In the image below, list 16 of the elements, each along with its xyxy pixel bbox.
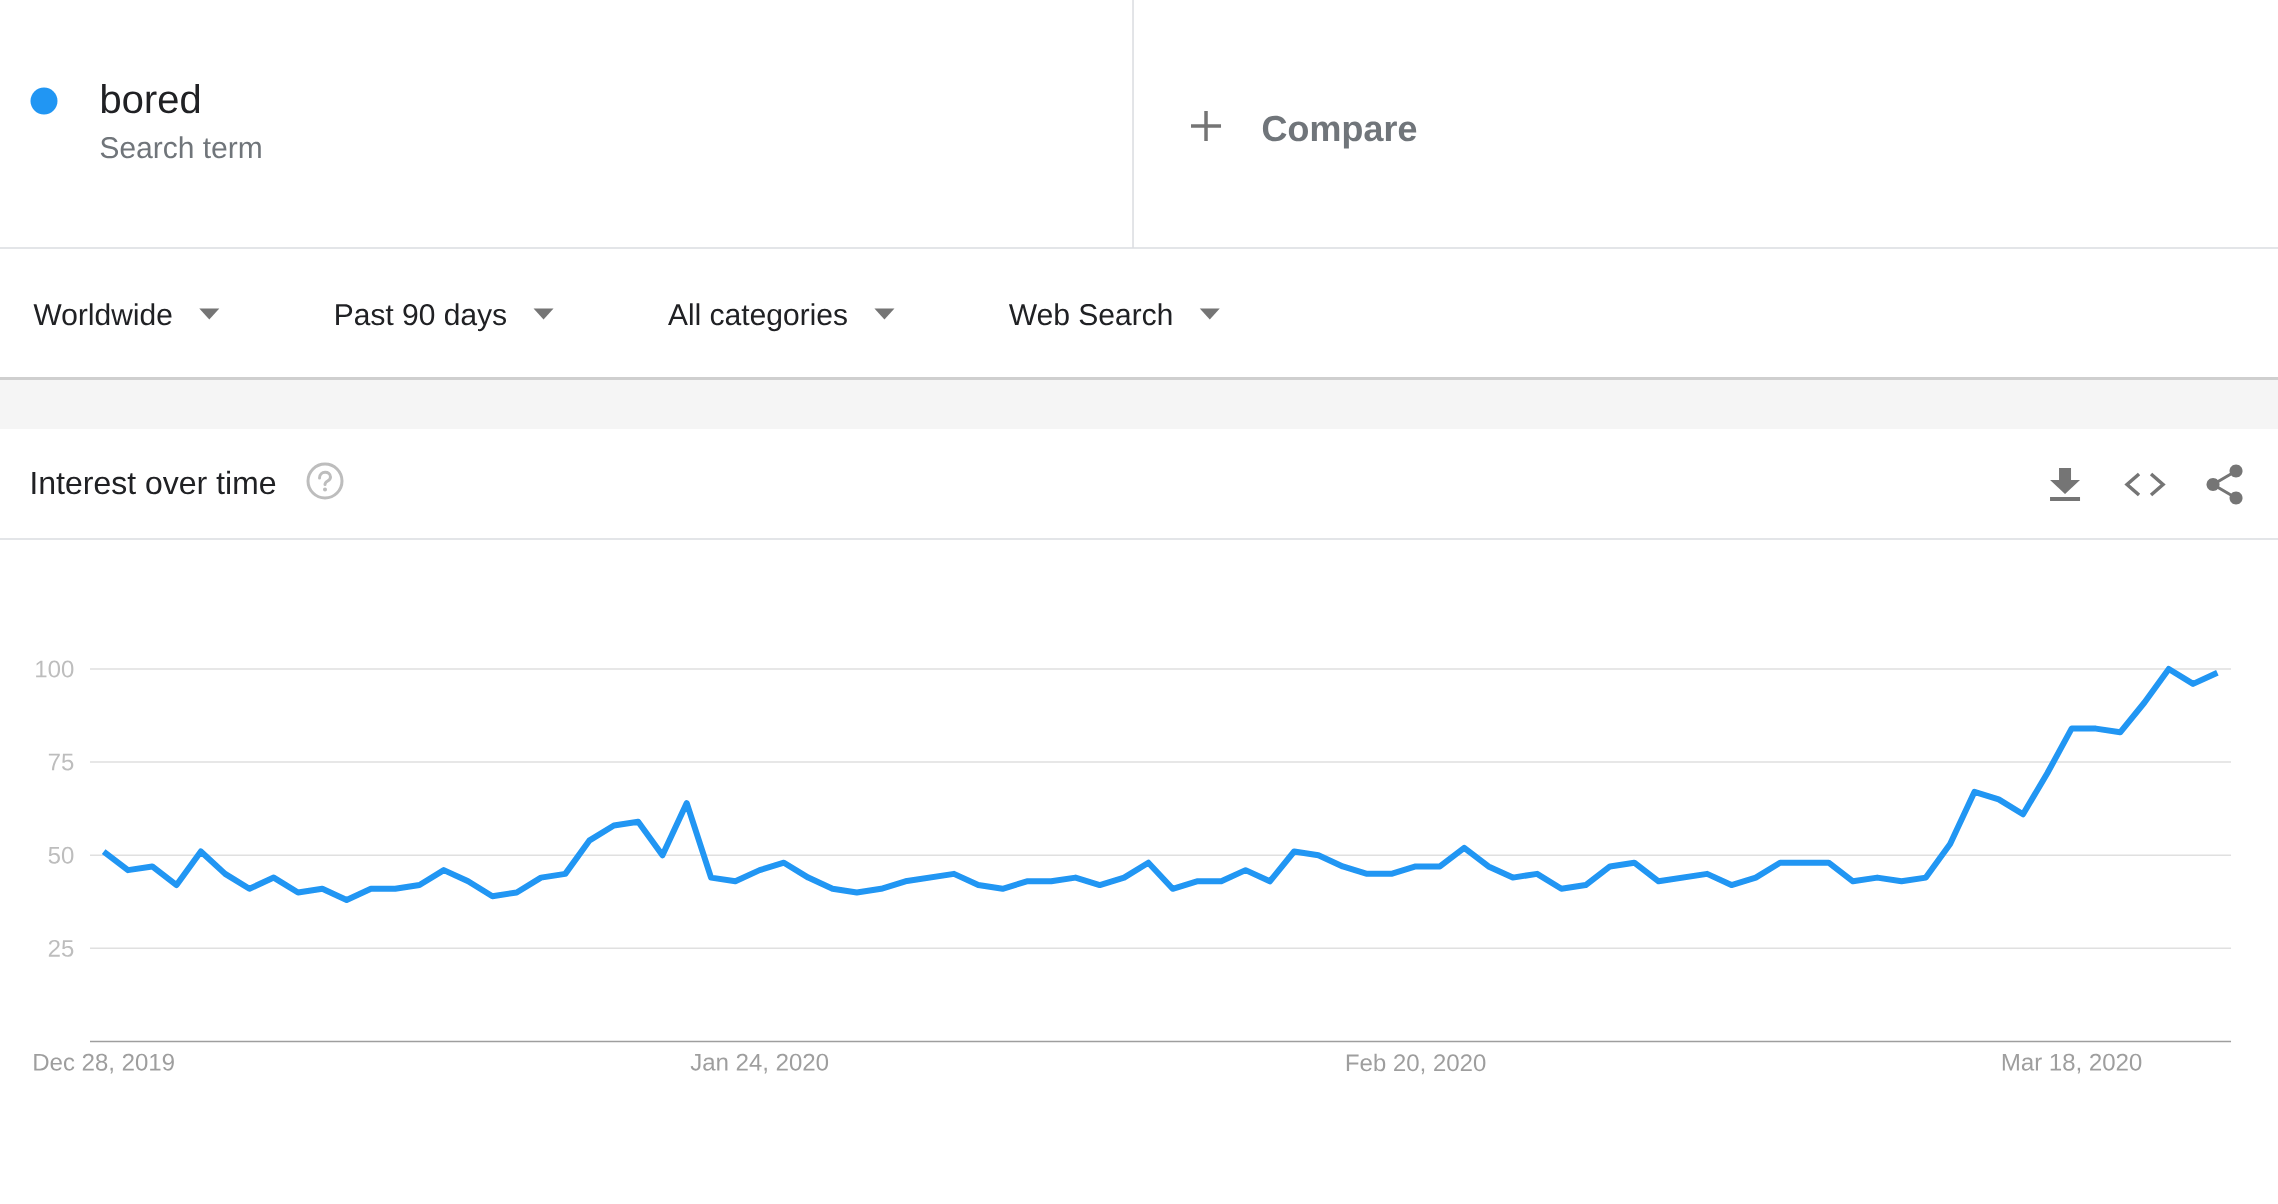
x-tick-label: Dec 28, 2019	[34, 1053, 174, 1074]
chart-title: Interest over time	[32, 470, 276, 495]
x-tick-label: Feb 20, 2020	[1346, 1053, 1486, 1075]
y-tick-label: 75	[48, 753, 74, 771]
x-tick-label: Jan 24, 2020	[690, 1053, 829, 1074]
y-tick-label: 25	[48, 939, 74, 957]
text: Worldwide	[33, 303, 172, 326]
text: Compare	[1262, 115, 1417, 149]
y-tick-label: 50	[48, 846, 74, 864]
y-tick-label: 100	[36, 660, 74, 678]
text: Search term	[100, 136, 261, 159]
text: Web Search	[1008, 303, 1172, 326]
text: All categories	[668, 303, 847, 332]
x-tick-label: Mar 18, 2020	[2002, 1053, 2142, 1074]
legend-label: bored	[101, 84, 200, 114]
text: Past 90 days	[336, 303, 506, 332]
